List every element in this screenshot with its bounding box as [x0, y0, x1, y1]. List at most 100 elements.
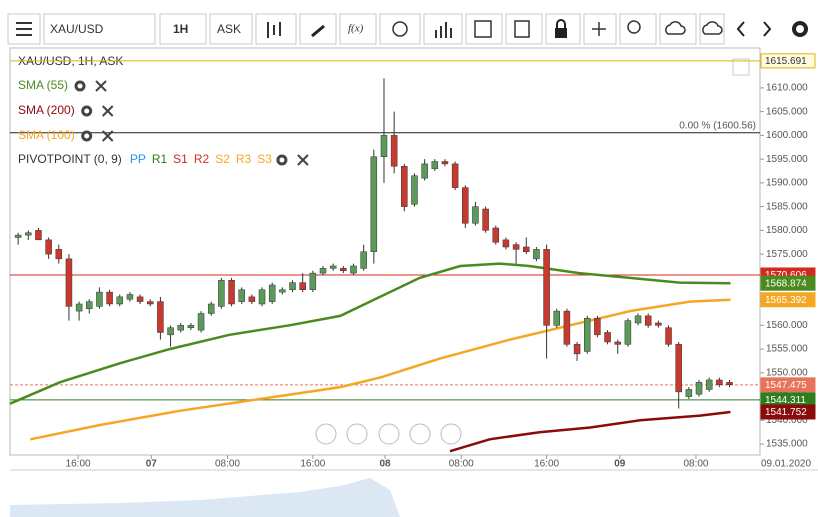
- candle-body: [472, 206, 479, 224]
- candle-body: [187, 325, 195, 328]
- candle-body: [543, 249, 550, 326]
- pivot-item: R1: [152, 152, 168, 166]
- zoom-button[interactable]: [619, 13, 657, 45]
- icon: [435, 22, 452, 38]
- y-tick-label: 1580.000: [766, 225, 808, 236]
- candle-body: [309, 272, 317, 290]
- menu-icon: [16, 22, 32, 36]
- info-button[interactable]: [379, 13, 421, 45]
- candle-body: [705, 379, 713, 390]
- zoom-in[interactable]: [409, 423, 431, 445]
- scroll-right[interactable]: [440, 423, 462, 445]
- candle-body: [248, 296, 256, 302]
- legend-entry: SMA (200): [18, 103, 75, 117]
- axis-labels: 1535.0001540.0001545.0001550.0001555.000…: [66, 53, 816, 470]
- candle-body: [146, 301, 154, 305]
- candle-body: [126, 294, 134, 300]
- candle-body: [177, 325, 184, 331]
- zoom-out[interactable]: [346, 423, 368, 445]
- legend-entry: SMA (100): [18, 128, 75, 142]
- candle-body: [45, 239, 52, 255]
- y-tick-label: 1540.000: [766, 415, 808, 426]
- candle-body: [319, 268, 327, 274]
- next-button[interactable]: [763, 21, 772, 37]
- sma-line: [30, 298, 731, 441]
- settings-icon[interactable]: [276, 154, 288, 166]
- remove-icon[interactable]: [101, 105, 114, 117]
- scroll-left[interactable]: [315, 423, 337, 445]
- price-tag-box: [760, 377, 816, 393]
- candle-body: [65, 258, 73, 307]
- price-tag-box: [760, 275, 816, 291]
- candle-body: [350, 265, 357, 274]
- news-button[interactable]: [505, 13, 543, 45]
- remove-icon[interactable]: [95, 80, 107, 92]
- candle-body: [492, 227, 500, 243]
- candle-body: [390, 135, 398, 167]
- candle-body: [655, 322, 662, 326]
- candle-body: [685, 389, 693, 397]
- candle-body: [380, 135, 388, 158]
- settings-icon[interactable]: [74, 80, 86, 92]
- x-tick-label: 08:00: [683, 459, 708, 470]
- remove-icon[interactable]: [101, 130, 114, 142]
- candle-body: [604, 332, 611, 343]
- interval-button[interactable]: [159, 13, 207, 45]
- symbol-text: XAU/USD: [50, 22, 104, 36]
- y-tick-label: 1585.000: [766, 201, 808, 212]
- volume-button[interactable]: [423, 13, 463, 45]
- candle-body: [116, 296, 124, 305]
- settings-button[interactable]: [792, 21, 808, 37]
- legend: SMA (55) SMA (200) SMA (100) PIVOTPOINT (0,…: [18, 78, 309, 166]
- legend-entry: SMA (55): [18, 78, 68, 92]
- plot: 0.00 % (1600.56): [9, 60, 760, 453]
- side-button[interactable]: [209, 13, 253, 45]
- sma-line: [9, 262, 731, 405]
- pivot-item: S3: [257, 152, 272, 166]
- candle-body: [533, 249, 540, 260]
- y-tick-label: 1590.000: [766, 178, 808, 189]
- toolbar: XAU/USD 1H ASK f(x): [7, 13, 808, 45]
- sma-line: [449, 410, 731, 453]
- candle-body: [75, 303, 83, 312]
- candle-body: [340, 268, 347, 271]
- chart-type-button[interactable]: [255, 13, 297, 45]
- draw-button[interactable]: [299, 13, 337, 45]
- icon: [514, 20, 530, 38]
- candle-body: [644, 315, 652, 326]
- icon: [267, 22, 281, 38]
- y-tick-label: 1595.000: [766, 154, 808, 165]
- y-tick-label: 1600.000: [766, 130, 808, 141]
- candle-body: [86, 301, 93, 309]
- settings-icon[interactable]: [81, 130, 93, 142]
- candle-body: [279, 289, 286, 293]
- download-button[interactable]: [699, 13, 725, 45]
- popout-button[interactable]: [732, 58, 750, 76]
- candle-body: [401, 166, 408, 207]
- symbol-field[interactable]: [43, 13, 156, 45]
- reset[interactable]: [378, 423, 400, 445]
- y-tick-label: 1560.000: [766, 320, 808, 331]
- remove-icon[interactable]: [297, 154, 309, 166]
- candle-body: [573, 344, 581, 355]
- prev-button[interactable]: [736, 21, 745, 37]
- icon: [627, 20, 641, 34]
- candle-body: [523, 246, 530, 252]
- icon: [555, 28, 567, 38]
- candle-body: [207, 303, 215, 314]
- settings-icon[interactable]: [81, 105, 93, 117]
- candle-body: [258, 289, 266, 305]
- price-tag: 1565.392: [765, 295, 807, 306]
- price-tag: 1541.752: [765, 407, 807, 418]
- candle-body: [451, 163, 459, 188]
- candle-body: [665, 327, 672, 345]
- calendar-button[interactable]: [465, 13, 503, 45]
- navigator-area: [10, 478, 400, 517]
- fx-text: f(x): [348, 23, 364, 35]
- y-tick-label: 1550.000: [766, 367, 808, 378]
- candle-body: [563, 310, 571, 345]
- indicator-button[interactable]: [339, 13, 377, 45]
- candle-body: [583, 317, 591, 352]
- x-tick-label: 07: [146, 459, 158, 470]
- icon: [665, 21, 686, 35]
